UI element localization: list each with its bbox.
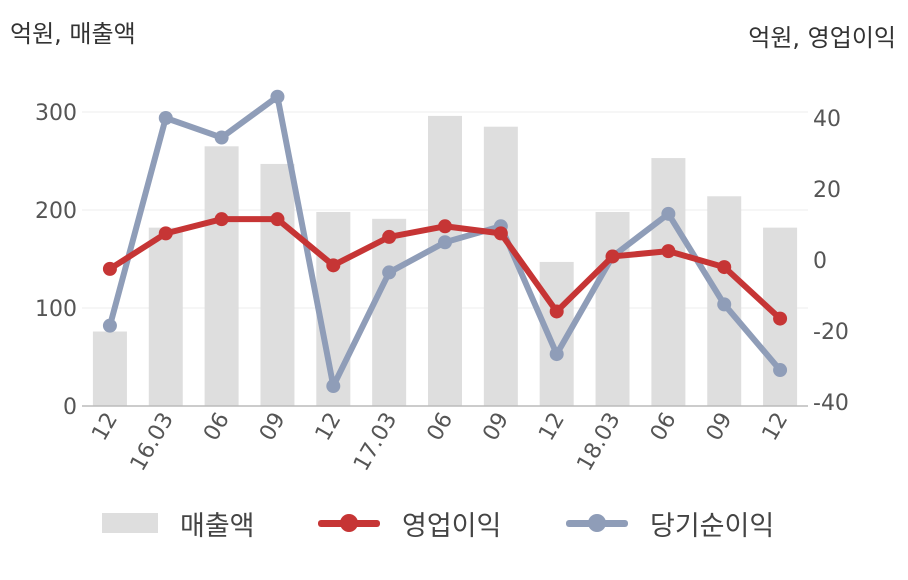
bar-sales [92, 331, 127, 406]
legend: 매출액 영업이익 당기순이익 [0, 500, 908, 550]
legend-swatch-net-income [566, 513, 628, 533]
right-tick-label: 20 [813, 178, 841, 203]
point-operating-profit [549, 304, 564, 319]
legend-item-net-income: 당기순이익 [566, 500, 774, 546]
x-tick-label: 09 [255, 409, 291, 446]
point-net-income [214, 130, 229, 145]
bar-sales [483, 126, 518, 406]
point-operating-profit [214, 212, 229, 227]
x-tick-label: 18.03 [573, 409, 626, 476]
left-tick-label: 200 [35, 199, 77, 224]
right-tick-label: -20 [813, 320, 849, 345]
x-tick-label: 06 [199, 409, 235, 446]
x-tick-label: 09 [478, 409, 514, 446]
point-operating-profit [773, 311, 788, 326]
point-operating-profit [605, 249, 620, 264]
point-net-income [270, 89, 285, 104]
point-net-income [438, 235, 452, 250]
legend-swatch-operating-profit [318, 513, 380, 533]
point-net-income [549, 347, 564, 362]
legend-label-sales: 매출액 [180, 510, 255, 542]
bar-sales [204, 146, 239, 407]
bar-sales [260, 163, 295, 406]
x-tick-label: 09 [702, 409, 738, 446]
bar-sales [595, 211, 630, 406]
bar-sales [372, 218, 407, 406]
x-tick-label: 12 [534, 409, 570, 446]
x-tick-label: 16.03 [126, 409, 179, 476]
x-tick-label: 06 [423, 409, 459, 446]
x-tick-label: 12 [87, 409, 123, 446]
point-operating-profit [158, 226, 173, 241]
x-tick-label: 12 [311, 409, 347, 446]
bar-sales [428, 115, 462, 407]
left-tick-label: 0 [63, 395, 77, 420]
point-operating-profit [382, 229, 397, 244]
point-net-income [717, 297, 732, 312]
point-operating-profit [102, 261, 117, 276]
x-tick-label: 06 [646, 409, 682, 446]
point-net-income [382, 265, 397, 280]
bar-sales [148, 227, 183, 406]
point-operating-profit [661, 244, 676, 259]
bar-sales [651, 158, 686, 406]
legend-item-operating-profit: 영업이익 [318, 500, 501, 546]
point-net-income [326, 379, 341, 394]
legend-label-operating-profit: 영업이익 [402, 510, 502, 542]
right-tick-label: 40 [813, 107, 841, 132]
point-operating-profit [326, 258, 341, 273]
point-net-income [158, 111, 173, 125]
point-net-income [773, 363, 788, 378]
point-operating-profit [270, 212, 285, 227]
legend-item-sales: 매출액 [102, 500, 255, 546]
point-operating-profit [438, 219, 452, 234]
right-tick-label: -40 [813, 391, 849, 416]
point-net-income [661, 206, 676, 221]
right-tick-label: 0 [813, 249, 827, 274]
legend-label-net-income: 당기순이익 [650, 510, 775, 542]
right-axis-unit-label: 억원, 영업이익 [748, 24, 896, 52]
point-net-income [102, 318, 117, 333]
x-tick-label: 12 [758, 409, 794, 446]
x-tick-label: 17.03 [349, 409, 402, 476]
left-axis-unit-label: 억원, 매출액 [10, 20, 136, 48]
legend-swatch-sales [102, 513, 158, 533]
left-tick-label: 100 [35, 297, 77, 322]
point-operating-profit [493, 226, 508, 241]
left-tick-label: 300 [35, 101, 77, 126]
point-operating-profit [717, 260, 732, 275]
